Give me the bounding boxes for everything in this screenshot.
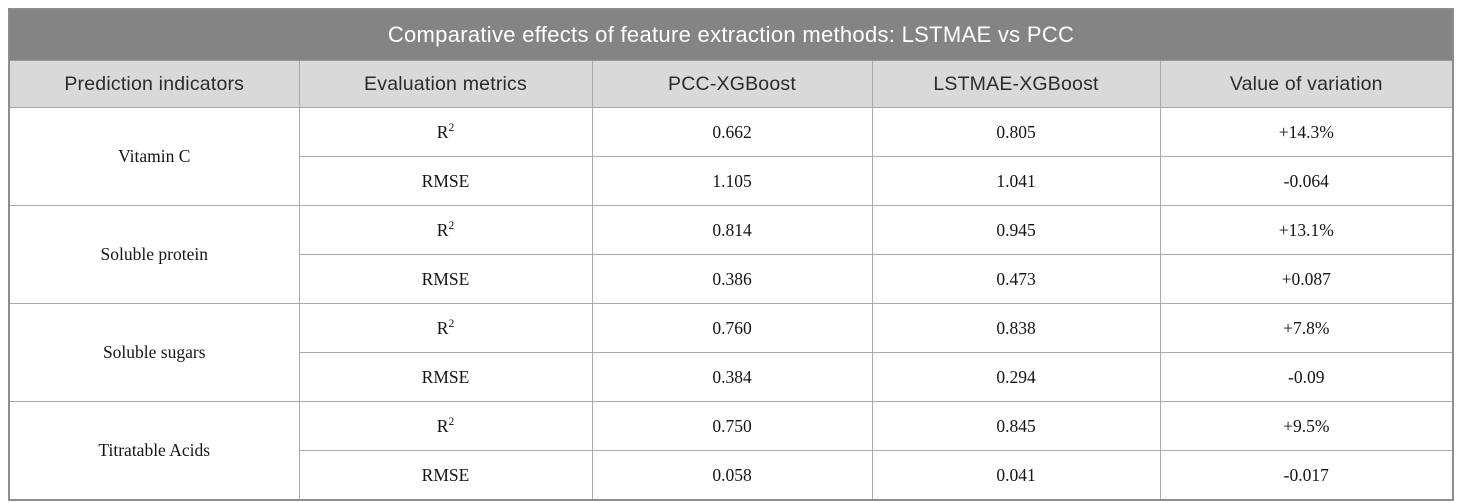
metric-label: RMSE <box>421 170 470 191</box>
variation-value-cell: +7.8% <box>1159 303 1454 353</box>
metric-label: R <box>436 219 449 240</box>
table-row: Vitamin C R2 0.662 0.805 +14.3% <box>8 107 1454 206</box>
table-row: RMSE 1.105 1.041 -0.064 <box>9 156 1454 206</box>
table-row: RMSE 0.386 0.473 +0.087 <box>9 254 1454 304</box>
metric-cell: R2 <box>298 303 593 353</box>
metric-superscript: 2 <box>448 415 455 428</box>
lstmae-value-cell: 0.845 <box>871 401 1161 451</box>
lstmae-value-cell: 0.041 <box>871 450 1161 501</box>
metric-superscript: 2 <box>448 219 455 232</box>
indicator-cell-vitamin-c: Vitamin C <box>8 107 300 206</box>
metric-cell: R2 <box>298 401 593 451</box>
table-row: Titratable Acids R2 0.750 0.845 +9.5% <box>8 401 1454 501</box>
metric-cell: RMSE <box>298 156 593 206</box>
variation-value-cell: -0.09 <box>1159 352 1454 402</box>
col-header-value-of-variation: Value of variation <box>1159 60 1454 108</box>
variation-value-cell: +0.087 <box>1159 254 1454 304</box>
pcc-value-cell: 1.105 <box>591 156 873 206</box>
header-row: Prediction indicators Evaluation metrics… <box>8 60 1454 108</box>
metric-label: RMSE <box>421 366 470 387</box>
pcc-value-cell: 0.760 <box>591 303 873 353</box>
comparison-table: Comparative effects of feature extractio… <box>8 8 1455 501</box>
metric-superscript: 2 <box>448 121 455 134</box>
table-row: RMSE 0.384 0.294 -0.09 <box>9 352 1454 402</box>
metric-label: RMSE <box>421 268 470 289</box>
metric-cell: R2 <box>298 205 593 255</box>
pcc-value-cell: 0.662 <box>591 107 873 157</box>
lstmae-value-cell: 1.041 <box>871 156 1161 206</box>
pcc-value-cell: 0.384 <box>591 352 873 402</box>
col-header-prediction-indicators: Prediction indicators <box>8 60 300 108</box>
metric-cell: R2 <box>298 107 593 157</box>
metric-cell: RMSE <box>298 450 593 501</box>
indicator-cell-titratable-acids: Titratable Acids <box>8 401 300 501</box>
lstmae-value-cell: 0.473 <box>871 254 1161 304</box>
col-header-evaluation-metrics: Evaluation metrics <box>298 60 593 108</box>
lstmae-value-cell: 0.838 <box>871 303 1161 353</box>
metric-superscript: 2 <box>448 317 455 330</box>
table-title: Comparative effects of feature extractio… <box>8 8 1454 61</box>
title-row: Comparative effects of feature extractio… <box>8 8 1454 61</box>
metric-cell: RMSE <box>298 352 593 402</box>
indicator-cell-soluble-protein: Soluble protein <box>8 205 300 304</box>
lstmae-value-cell: 0.294 <box>871 352 1161 402</box>
metric-label: R <box>436 121 449 142</box>
lstmae-value-cell: 0.945 <box>871 205 1161 255</box>
metric-label: R <box>436 415 449 436</box>
variation-value-cell: -0.064 <box>1159 156 1454 206</box>
pcc-value-cell: 0.058 <box>591 450 873 501</box>
indicator-cell-soluble-sugars: Soluble sugars <box>8 303 300 402</box>
table-row: Soluble protein R2 0.814 0.945 +13.1% <box>8 205 1454 304</box>
metric-label: RMSE <box>421 464 470 485</box>
pcc-value-cell: 0.750 <box>591 401 873 451</box>
table-row: Soluble sugars R2 0.760 0.838 +7.8% <box>8 303 1454 402</box>
variation-value-cell: +9.5% <box>1159 401 1454 451</box>
variation-value-cell: +13.1% <box>1159 205 1454 255</box>
col-header-lstmae-xgboost: LSTMAE-XGBoost <box>871 60 1161 108</box>
pcc-value-cell: 0.386 <box>591 254 873 304</box>
table-row: RMSE 0.058 0.041 -0.017 <box>9 450 1454 501</box>
variation-value-cell: -0.017 <box>1159 450 1454 501</box>
pcc-value-cell: 0.814 <box>591 205 873 255</box>
lstmae-value-cell: 0.805 <box>871 107 1161 157</box>
metric-label: R <box>436 317 449 338</box>
variation-value-cell: +14.3% <box>1159 107 1454 157</box>
col-header-pcc-xgboost: PCC-XGBoost <box>591 60 873 108</box>
metric-cell: RMSE <box>298 254 593 304</box>
